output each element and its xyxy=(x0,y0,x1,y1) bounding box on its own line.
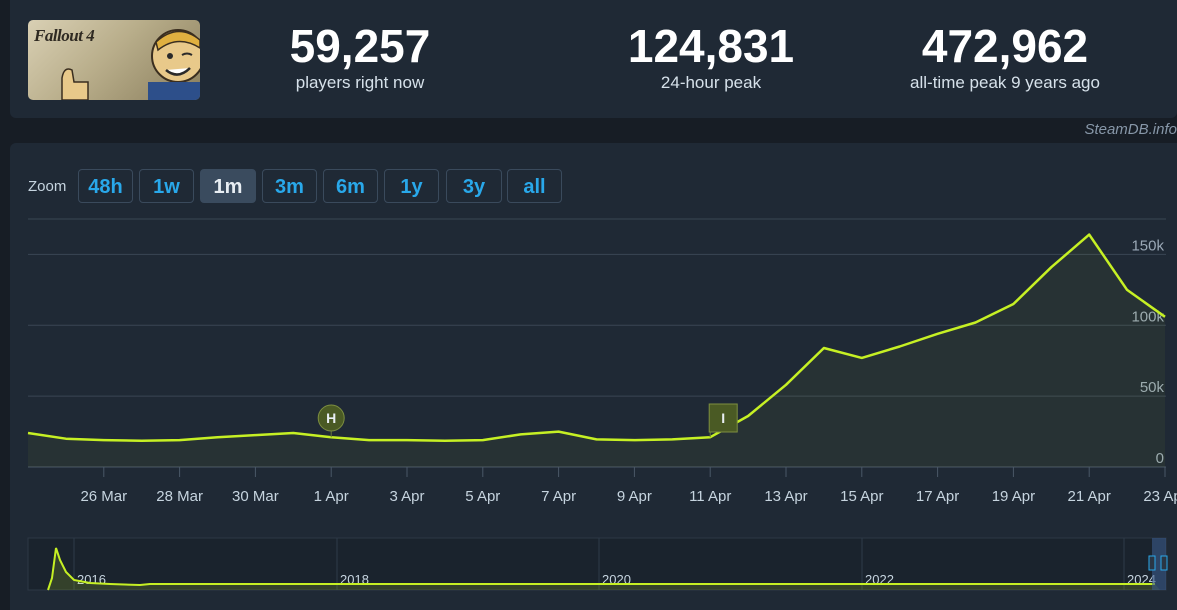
current-players-label: players right now xyxy=(295,73,425,92)
x-tick-label: 1 Apr xyxy=(314,488,349,505)
x-tick-label: 3 Apr xyxy=(389,488,424,505)
x-tick-label: 26 Mar xyxy=(80,488,127,505)
zoom-6m-button[interactable]: 6m xyxy=(323,169,378,203)
series-area xyxy=(28,234,1165,467)
vault-boy-icon xyxy=(61,29,200,100)
current-players-stat: 59,257 players right now xyxy=(240,20,480,94)
peak-24h-stat: 124,831 24-hour peak xyxy=(591,20,831,94)
zoom-3m-button[interactable]: 3m xyxy=(262,169,317,203)
peak-24h-label: 24-hour peak xyxy=(660,73,762,92)
navigator-handle-left xyxy=(1148,555,1156,571)
game-logo[interactable]: Fallout 4 xyxy=(28,20,200,100)
chart-panel: Zoom 48h 1w 1m 3m 6m 1y 3y all xyxy=(10,143,1177,610)
x-tick-label: 7 Apr xyxy=(541,488,576,505)
all-time-peak-label: all-time peak 9 years ago xyxy=(910,73,1100,92)
all-time-peak-value: 472,962 xyxy=(921,20,1089,72)
all-time-peak-stat: 472,962 all-time peak 9 years ago xyxy=(885,20,1125,94)
zoom-label: Zoom xyxy=(28,178,67,195)
x-tick-label: 11 Apr xyxy=(689,488,731,505)
x-tick-label: 15 Apr xyxy=(840,488,883,505)
x-tick-label: 23 Apr xyxy=(1143,488,1177,505)
zoom-all-button[interactable]: all xyxy=(507,169,562,203)
navigator-handle-right xyxy=(1160,555,1168,571)
zoom-1m-button[interactable]: 1m xyxy=(200,169,256,203)
x-tick-label: 21 Apr xyxy=(1068,488,1111,505)
navigator-range-selector xyxy=(1152,538,1166,590)
steamdb-brand: SteamDB.info xyxy=(1084,121,1177,138)
y-tick-label: 100k xyxy=(1131,308,1164,325)
zoom-3y-button[interactable]: 3y xyxy=(446,169,502,203)
game-logo-text: Fallout 4 xyxy=(34,26,95,45)
x-tick-label: 30 Mar xyxy=(232,488,279,505)
x-tick-label: 5 Apr xyxy=(465,488,500,505)
x-tick-label: 19 Apr xyxy=(992,488,1035,505)
annotation-marker xyxy=(317,404,345,432)
current-players-value: 59,257 xyxy=(289,20,431,72)
x-tick-label: 13 Apr xyxy=(764,488,807,505)
navigator-area xyxy=(48,548,1160,590)
series-line xyxy=(27,233,1166,443)
annotation-label: I xyxy=(721,410,725,426)
peak-24h-value: 124,831 xyxy=(627,20,795,72)
navigator-line xyxy=(47,547,1155,591)
zoom-1w-button[interactable]: 1w xyxy=(139,169,194,203)
y-tick-label: 0 xyxy=(1156,450,1164,467)
x-tick-label: 9 Apr xyxy=(617,488,652,505)
annotation-marker xyxy=(708,403,738,433)
x-tick-label: 28 Mar xyxy=(156,488,203,505)
zoom-48h-button[interactable]: 48h xyxy=(78,169,133,203)
zoom-1y-button[interactable]: 1y xyxy=(384,169,439,203)
y-tick-label: 150k xyxy=(1131,237,1164,254)
stats-header: Fallout 4 59,257 players right now 124,8… xyxy=(10,0,1177,118)
x-tick-label: 17 Apr xyxy=(916,488,959,505)
annotation-label: H xyxy=(326,410,336,426)
navigator-panel xyxy=(27,537,1167,591)
y-tick-label: 50k xyxy=(1140,379,1165,396)
